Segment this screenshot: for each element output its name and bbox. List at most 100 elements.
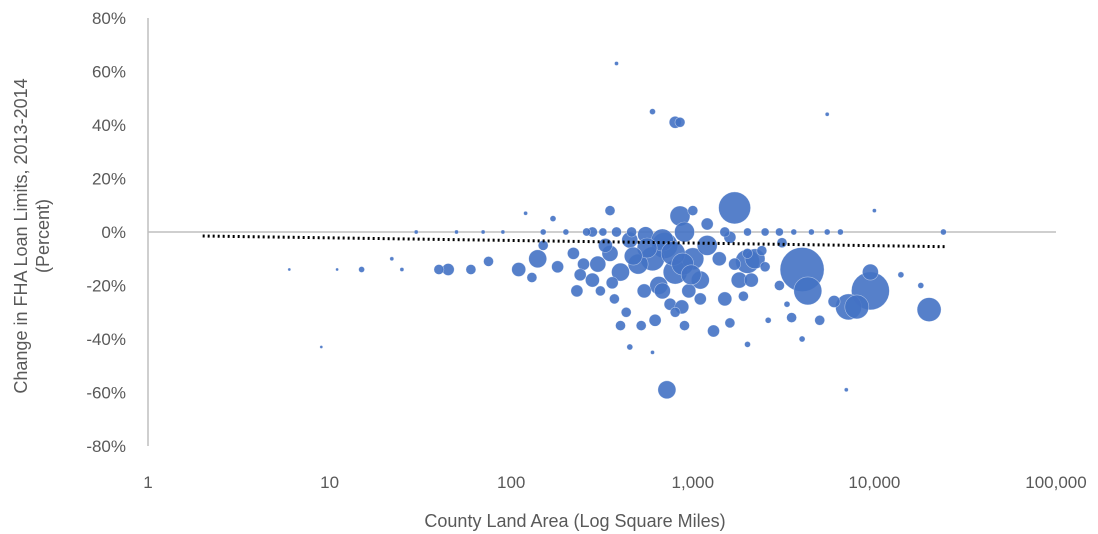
data-point [589, 255, 607, 273]
data-point [798, 335, 806, 343]
data-point [760, 227, 770, 237]
x-tick-label: 10 [320, 473, 339, 492]
y-axis-title-line-1: Change in FHA Loan Limits, 2013-2014 [11, 78, 31, 393]
x-tick-label: 100 [497, 473, 525, 492]
data-point [717, 291, 733, 307]
data-point [595, 285, 606, 297]
data-point [598, 227, 608, 237]
x-tick-label: 1 [143, 473, 152, 492]
data-point [549, 215, 557, 222]
data-point [335, 267, 339, 272]
y-tick-label: -80% [86, 437, 126, 456]
data-point [626, 343, 634, 351]
data-point [824, 112, 830, 117]
data-point [620, 306, 632, 318]
data-point [687, 205, 699, 216]
data-point [808, 228, 815, 236]
data-point [759, 261, 771, 273]
data-point [636, 283, 652, 299]
y-tick-label: -60% [86, 384, 126, 403]
data-point [738, 290, 749, 302]
data-point [742, 248, 753, 259]
data-point [480, 229, 486, 235]
data-point [756, 245, 768, 256]
data-point [783, 300, 791, 308]
data-point [650, 350, 655, 355]
data-point [917, 282, 925, 289]
data-point [790, 228, 798, 236]
data-point [744, 341, 751, 348]
data-point [358, 266, 365, 273]
data-point [626, 226, 637, 238]
data-point [413, 229, 419, 235]
data-point [523, 211, 528, 216]
x-tick-label: 10,000 [848, 473, 900, 492]
data-point [657, 380, 677, 400]
data-point [862, 263, 879, 281]
data-point [776, 237, 788, 248]
data-point [605, 276, 619, 290]
data-point [719, 226, 731, 238]
data-point [916, 297, 942, 322]
data-point [774, 280, 785, 291]
data-point [728, 257, 741, 271]
data-point [623, 246, 643, 266]
data-point [614, 61, 619, 66]
data-point [611, 262, 630, 282]
data-point [399, 267, 405, 272]
data-point [539, 228, 547, 236]
data-point [844, 294, 870, 320]
data-point [696, 235, 718, 256]
y-tick-label: 40% [92, 116, 126, 135]
data-point [674, 221, 695, 243]
data-point [611, 226, 622, 238]
trend-line [202, 234, 947, 249]
data-point [649, 108, 656, 115]
data-point [454, 229, 459, 235]
data-point [775, 227, 784, 237]
data-point [786, 312, 797, 323]
y-tick-label: 20% [92, 170, 126, 189]
data-point [793, 276, 823, 306]
data-point [700, 217, 714, 231]
data-point [764, 316, 772, 324]
data-point [570, 284, 584, 298]
data-point [319, 345, 324, 349]
data-point [654, 282, 671, 300]
data-point [577, 257, 590, 271]
data-point [648, 313, 662, 327]
data-point [707, 324, 720, 338]
data-point [679, 320, 690, 331]
data-point [562, 228, 570, 236]
data-point [573, 268, 587, 282]
data-point [718, 191, 751, 225]
data-point [674, 117, 686, 128]
data-point [681, 283, 697, 299]
data-point [526, 272, 538, 283]
data-point [814, 314, 826, 326]
data-point [465, 264, 477, 275]
data-point [511, 262, 527, 277]
data-point [551, 260, 564, 274]
data-point [528, 249, 548, 269]
data-point [743, 227, 752, 237]
data-point [582, 227, 591, 237]
data-point [567, 247, 580, 260]
trend-layer [202, 234, 947, 249]
x-axis-title: County Land Area (Log Square Miles) [424, 511, 725, 531]
data-point [615, 320, 626, 331]
data-point [724, 317, 736, 329]
data-point [609, 293, 620, 305]
y-tick-label: 0% [101, 223, 126, 242]
label-layer: -80% -60% -40% -20% 0% 20% 40% 60% 80% 1 10 100 1,00… [11, 9, 1087, 531]
data-point [598, 238, 613, 253]
y-tick-label: 80% [92, 9, 126, 28]
data-point [585, 272, 600, 288]
data-point [897, 271, 905, 279]
data-point [483, 256, 494, 267]
data-point [743, 272, 759, 288]
y-tick-label: -20% [86, 277, 126, 296]
data-point [635, 320, 647, 331]
